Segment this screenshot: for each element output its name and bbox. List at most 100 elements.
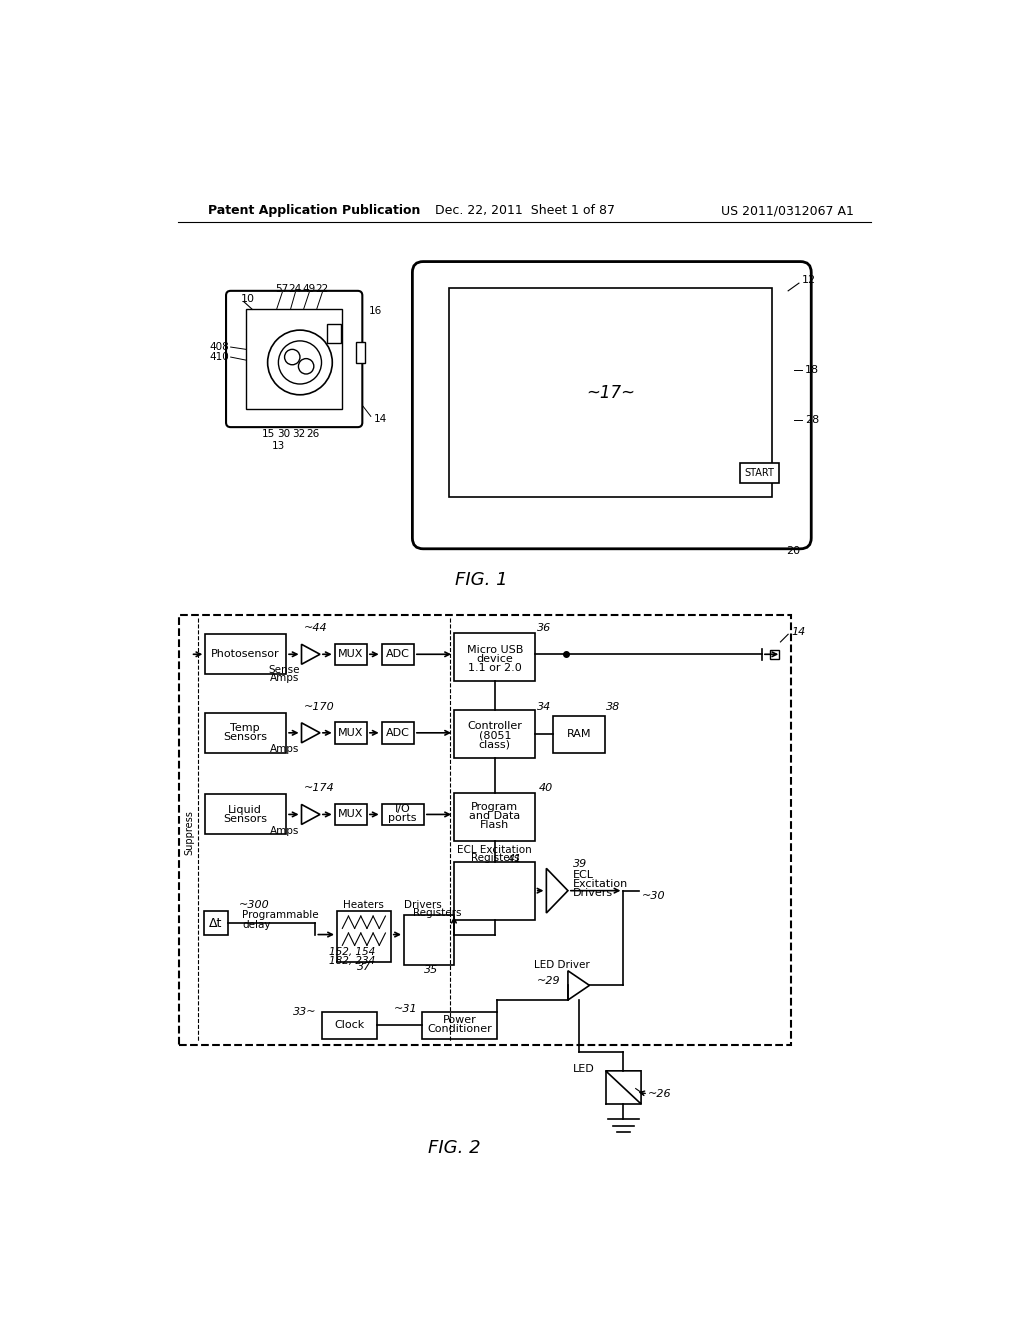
Text: ~170: ~170	[304, 702, 335, 711]
Bar	[322, 1011, 377, 1039]
Bar	[454, 710, 535, 758]
Text: Sensors: Sensors	[223, 733, 267, 742]
Text: ADC: ADC	[386, 649, 410, 659]
Bar	[770, 649, 779, 659]
Text: Sensors: Sensors	[223, 814, 267, 824]
Text: I/O: I/O	[394, 804, 411, 814]
Text: US 2011/0312067 A1: US 2011/0312067 A1	[722, 205, 854, 218]
Bar	[382, 804, 424, 825]
Text: 152, 154: 152, 154	[330, 946, 376, 957]
Text: ECL Excitation: ECL Excitation	[458, 845, 532, 855]
Text: delay: delay	[243, 920, 270, 929]
Text: MUX: MUX	[338, 727, 364, 738]
Text: 18: 18	[805, 366, 819, 375]
Text: MUX: MUX	[338, 809, 364, 820]
Text: ~29: ~29	[537, 975, 560, 986]
Text: 14: 14	[792, 627, 806, 638]
Text: Controller: Controller	[467, 721, 522, 731]
Text: 15: 15	[262, 429, 275, 440]
Text: 10: 10	[241, 294, 255, 305]
Text: Registers: Registers	[413, 908, 461, 917]
Text: Registers: Registers	[470, 853, 519, 862]
Text: Suppress: Suppress	[184, 809, 195, 854]
Text: FIG. 2: FIG. 2	[428, 1139, 480, 1156]
FancyBboxPatch shape	[413, 261, 811, 549]
Text: Program: Program	[471, 801, 518, 812]
Text: ~30: ~30	[642, 891, 666, 902]
Text: ~17~: ~17~	[586, 384, 635, 403]
Text: LED: LED	[573, 1064, 595, 1074]
Text: Conditioner: Conditioner	[427, 1024, 492, 1035]
Text: ports: ports	[388, 813, 417, 824]
Text: Excitation: Excitation	[572, 879, 628, 888]
Text: 1.1 or 2.0: 1.1 or 2.0	[468, 663, 521, 673]
Text: 22: 22	[315, 284, 329, 294]
Text: (8051: (8051	[478, 730, 511, 741]
Text: 16: 16	[370, 306, 383, 315]
Text: 24: 24	[289, 284, 302, 294]
Bar	[382, 722, 414, 743]
Text: Drivers: Drivers	[404, 900, 442, 911]
Text: Δt: Δt	[209, 916, 222, 929]
Bar	[335, 804, 367, 825]
Bar	[422, 1011, 497, 1039]
Bar	[205, 635, 286, 675]
Bar	[454, 634, 535, 681]
Text: ADC: ADC	[386, 727, 410, 738]
Bar	[246, 309, 342, 409]
Bar	[335, 722, 367, 743]
Text: Amps: Amps	[270, 744, 299, 754]
Text: ECL: ECL	[572, 870, 594, 879]
Text: 28: 28	[805, 416, 819, 425]
Text: Heaters: Heaters	[343, 900, 384, 911]
Text: 40: 40	[539, 783, 553, 793]
Bar	[335, 644, 367, 665]
Bar	[403, 915, 454, 965]
Text: Amps: Amps	[270, 673, 299, 684]
Text: 39: 39	[572, 859, 587, 869]
Bar	[205, 795, 286, 834]
Text: ~174: ~174	[304, 783, 335, 793]
Bar	[449, 288, 772, 498]
Text: Dec. 22, 2011  Sheet 1 of 87: Dec. 22, 2011 Sheet 1 of 87	[435, 205, 614, 218]
Text: 38: 38	[606, 702, 621, 711]
Bar	[205, 713, 286, 752]
Text: 34: 34	[538, 702, 551, 711]
Bar	[553, 715, 605, 752]
Text: 12: 12	[802, 275, 816, 285]
Text: Photosensor: Photosensor	[211, 649, 280, 659]
Text: class): class)	[479, 739, 511, 750]
Text: Flash: Flash	[480, 820, 509, 830]
Text: 14: 14	[374, 413, 387, 424]
Bar	[382, 644, 414, 665]
Bar	[740, 463, 779, 483]
Text: 32: 32	[292, 429, 305, 440]
Text: 410: 410	[209, 352, 229, 362]
Text: Amps: Amps	[270, 825, 299, 836]
Text: 26: 26	[306, 429, 319, 440]
Text: ~31: ~31	[393, 1005, 417, 1014]
Text: 57: 57	[275, 284, 289, 294]
Bar	[454, 862, 535, 920]
Text: Sense: Sense	[269, 665, 300, 676]
Text: Liquid: Liquid	[228, 805, 262, 814]
Text: ~44: ~44	[304, 623, 328, 634]
Bar	[337, 911, 391, 961]
Bar	[327, 323, 341, 343]
Text: 408: 408	[209, 342, 229, 352]
Text: device: device	[476, 653, 513, 664]
Text: RAM: RAM	[566, 730, 591, 739]
Text: Temp: Temp	[230, 723, 260, 733]
Text: 37: 37	[356, 962, 371, 972]
Text: Patent Application Publication: Patent Application Publication	[208, 205, 420, 218]
Bar	[179, 615, 792, 1044]
Text: FIG. 1: FIG. 1	[455, 572, 507, 589]
Text: 13: 13	[271, 441, 285, 450]
Text: Clock: Clock	[334, 1020, 365, 1031]
Text: Drivers: Drivers	[572, 888, 612, 898]
Text: 49: 49	[302, 284, 315, 294]
Text: 30: 30	[278, 429, 291, 440]
Text: 33~: 33~	[293, 1007, 316, 1016]
Text: LED Driver: LED Driver	[534, 961, 590, 970]
Text: Micro USB: Micro USB	[467, 644, 523, 655]
